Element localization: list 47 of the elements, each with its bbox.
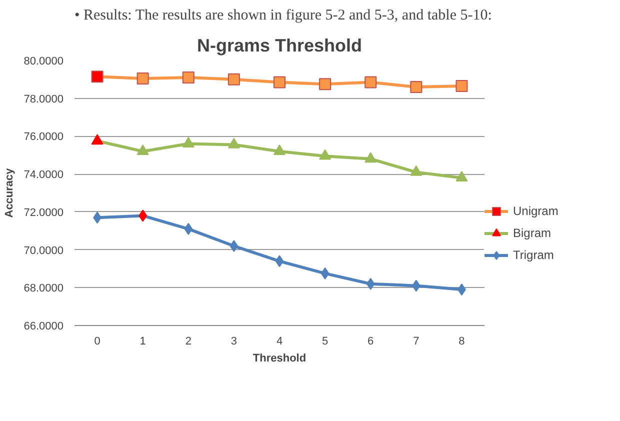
point	[274, 76, 286, 88]
y-tick-label: 80.0000	[24, 56, 64, 68]
point	[228, 138, 240, 148]
y-tick-label: 66.0000	[24, 320, 64, 332]
y-tick-label: 76.0000	[24, 131, 64, 144]
legend-label: Trigram	[513, 248, 555, 262]
point	[91, 70, 104, 83]
point	[319, 78, 332, 90]
point	[456, 171, 468, 182]
point	[182, 136, 194, 148]
point	[136, 144, 149, 156]
point	[136, 72, 149, 84]
point	[230, 240, 238, 252]
x-tick-label: 6	[368, 336, 374, 348]
point	[274, 144, 286, 156]
legend-label: Unigram	[513, 204, 560, 218]
x-tick-label: 1	[140, 336, 146, 348]
x-axis-title: Threshold	[252, 352, 306, 364]
x-tick-label: 4	[276, 336, 283, 348]
x-tick-label: 5	[322, 336, 328, 348]
point	[182, 72, 194, 84]
point	[364, 76, 377, 88]
x-tick-label: 8	[458, 336, 465, 348]
point	[319, 149, 332, 160]
point	[366, 278, 375, 290]
x-tick-label: 0	[94, 336, 100, 348]
x-tick-label: 2	[185, 336, 192, 348]
point	[364, 152, 377, 163]
point	[410, 165, 422, 176]
text: • Results: The results are shown in figure 5-2 and 5-3, and table 5-10:	[74, 8, 492, 24]
legend-label: Bigram	[513, 226, 552, 240]
chart-title: N-grams Threshold	[196, 36, 362, 56]
point	[184, 222, 193, 235]
point	[91, 134, 104, 145]
x-tick-label: 3	[230, 336, 238, 348]
y-tick-label: 72.0000	[24, 206, 64, 219]
point	[410, 81, 422, 93]
y-axis-title: Accuracy	[4, 167, 16, 218]
y-tick-label: 68.0000	[24, 282, 64, 295]
y-tick-label: 74.0000	[24, 169, 64, 182]
y-tick-label: 70.0000	[24, 244, 64, 257]
point	[320, 267, 330, 280]
x-tick-label: 7	[413, 336, 420, 348]
point	[275, 255, 284, 268]
y-tick-label: 78.0000	[24, 93, 64, 106]
point	[228, 73, 240, 86]
point	[456, 80, 468, 92]
